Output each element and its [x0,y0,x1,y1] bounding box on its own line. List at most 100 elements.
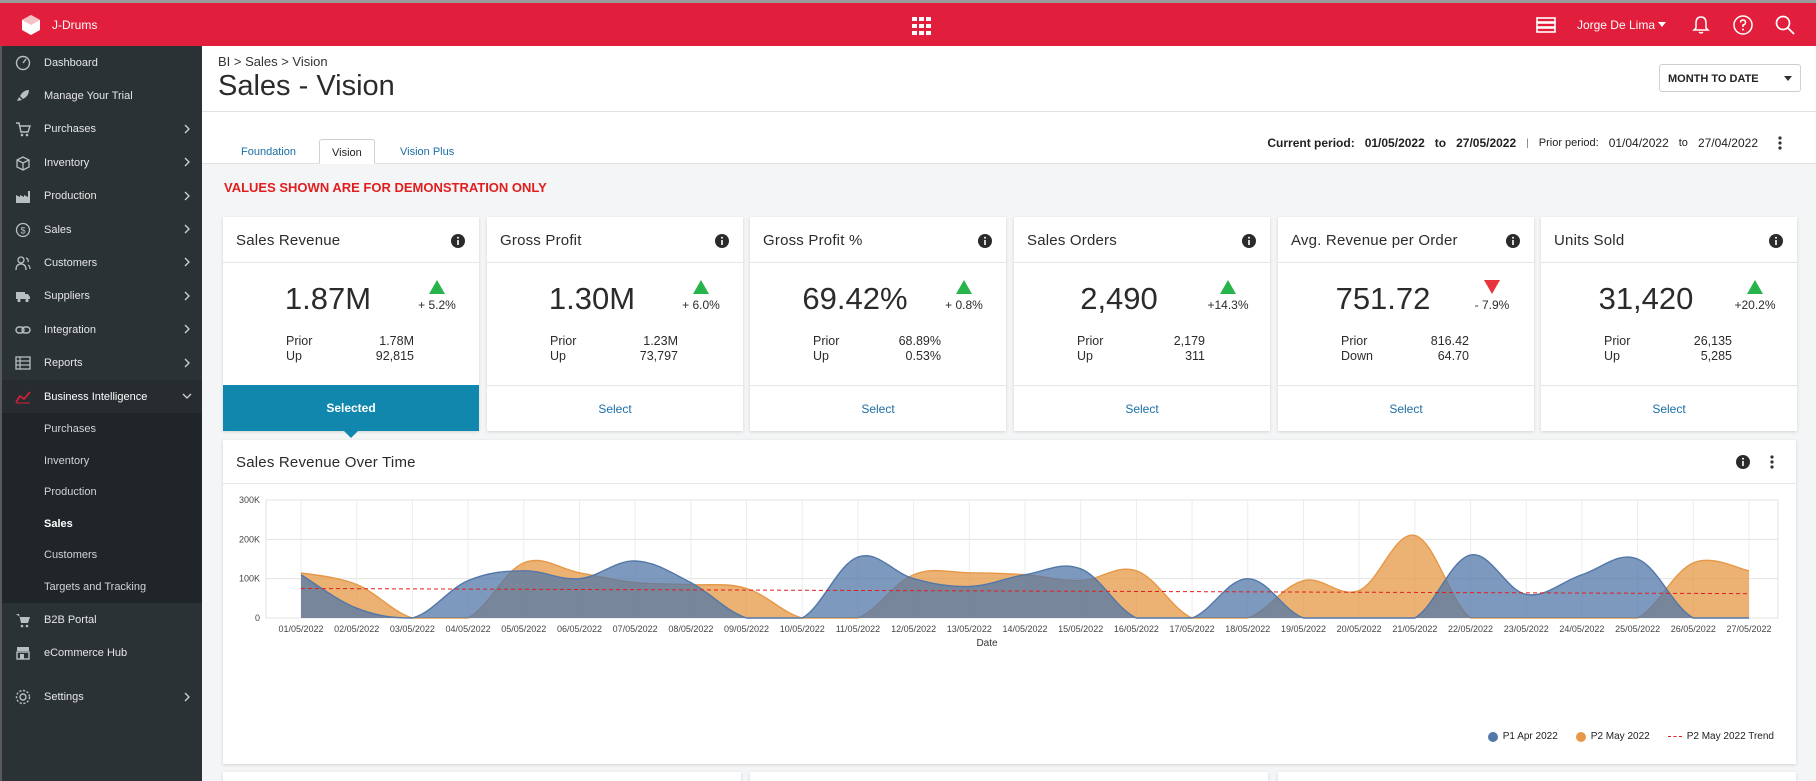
x-tick-label: 22/05/2022 [1448,624,1493,634]
kpi-trend: +14.3% [1198,279,1258,312]
delta-label: Up [286,349,302,363]
logo-icon [22,14,40,35]
kpi-select-button[interactable]: Select [1278,385,1534,431]
area-chart: 0 100K 200K 300K 01/05/2022 02/05/2022 03/05/2… [239,495,1779,649]
legend-item-p2[interactable]: P2 May 2022 [1575,731,1650,742]
dollar-icon: $ [14,221,32,239]
x-tick-label: 02/05/2022 [334,624,379,634]
sidebar-item-settings[interactable]: Settings [2,681,202,714]
delta-value: 0.53% [905,349,941,363]
sidebar-item-label: Business Intelligence [44,390,148,403]
sidebar-item-customers[interactable]: Customers [2,246,202,279]
kpi-select-button[interactable]: Select [1014,385,1270,431]
kpi-select-button[interactable]: Select [750,385,1006,431]
kpi-header: Sales Revenue [223,217,479,263]
bi-subitem-targets-and-tracking[interactable]: Targets and Tracking [44,581,147,594]
kpi-value: 31,420 [1598,281,1694,316]
info-icon[interactable] [1242,234,1256,248]
sidebar-item-suppliers[interactable]: Suppliers [2,280,202,313]
server-icon[interactable] [1535,14,1557,36]
x-tick-label: 04/05/2022 [446,624,491,634]
kpi-change: + 5.2% [418,298,456,312]
svg-text:$: $ [20,225,25,235]
prior-value: 68.89% [898,334,941,348]
prior-label: Prior [1604,334,1631,348]
prior-period-to-label: to [1678,137,1688,149]
info-icon[interactable] [978,234,992,248]
user-menu[interactable]: Jorge De Lima [1577,18,1666,32]
sidebar-item-manage-your-trial[interactable]: Manage Your Trial [2,79,202,112]
y-tick-label: 0 [255,613,260,623]
bi-subitem-sales[interactable]: Sales [44,517,73,530]
kpi-comparison: Prior 1.78M Up 92,815 [286,334,414,364]
kpi-select-button[interactable]: Select [1541,385,1797,431]
chevron-down-icon [182,393,192,399]
sidebar-item-dashboard[interactable]: Dashboard [2,46,202,79]
kpi-header: Gross Profit % [750,217,1006,263]
info-icon[interactable] [1736,455,1750,469]
series-area-p1-apr-2022[interactable] [301,554,1749,618]
customers-icon [14,254,32,272]
bi-subitem-inventory[interactable]: Inventory [44,454,90,467]
legend-label: P1 Apr 2022 [1502,731,1558,742]
kpi-header: Avg. Revenue per Order [1278,217,1534,263]
help-icon[interactable] [1732,14,1754,36]
sidebar-item-sales[interactable]: $ Sales [2,213,202,246]
info-icon[interactable] [451,234,465,248]
tab-vision-plus[interactable]: Vision Plus [400,146,455,158]
cart-icon [14,120,32,138]
bi-subitem-customers[interactable]: Customers [44,549,98,562]
sidebar-item-ecommerce-hub[interactable]: eCommerce Hub [2,636,202,669]
legend-item-p1[interactable]: P1 Apr 2022 [1487,731,1558,742]
kpi-change: +14.3% [1207,298,1249,312]
more-options-icon[interactable] [1778,136,1782,150]
x-tick-label: 27/05/2022 [1726,624,1771,634]
kpi-value: 2,490 [1080,281,1158,316]
rocket-icon [14,87,32,105]
bi-subitem-production[interactable]: Production [44,486,97,499]
sidebar-item-production[interactable]: Production [2,180,202,213]
chart-more-options-icon[interactable] [1770,455,1774,469]
legend-item-trend[interactable]: P2 May 2022 Trend [1667,731,1774,742]
sidebar-item-inventory[interactable]: Inventory [2,146,202,179]
legend-swatch [1487,731,1498,742]
apps-grid-icon[interactable] [912,17,932,35]
kpi-change: - 7.9% [1474,298,1510,312]
kpi-card: Units Sold 31,420 +20.2% Prior 26,135 Up 5,285… [1541,217,1797,431]
bell-icon[interactable] [1690,14,1712,36]
series-line-p2-may-2022-trend[interactable] [300,588,1750,595]
brand[interactable]: J-Drums [20,14,97,36]
prior-period-label: Prior period: [1538,137,1599,149]
info-icon[interactable] [715,234,729,248]
next-panel [223,772,741,781]
info-icon[interactable] [1506,234,1520,248]
breadcrumb[interactable]: BI > Sales > Vision [218,54,328,69]
sidebar-item-reports[interactable]: Reports [2,347,202,380]
search-icon[interactable] [1774,14,1796,36]
tab-foundation[interactable]: Foundation [241,146,297,158]
sidebar-item-label: Sales [44,223,72,236]
sidebar-item-b2b-portal[interactable]: B2B Portal [2,603,202,636]
x-tick-label: 11/05/2022 [836,624,880,634]
prior-value: 2,179 [1173,334,1205,348]
sidebar-item-business-intelligence[interactable]: Business Intelligence [2,379,202,414]
chevron-right-icon [184,692,190,702]
period-range-select[interactable]: MONTH TO DATE [1659,64,1801,92]
delta-label: Up [1077,349,1093,363]
sidebar-item-label: Suppliers [44,290,90,303]
kpi-change: + 0.8% [945,298,983,312]
sidebar-item-purchases[interactable]: Purchases [2,113,202,146]
x-tick-label: 14/05/2022 [1002,624,1047,634]
x-tick-label: 23/05/2022 [1504,624,1549,634]
prior-value: 816.42 [1430,334,1469,348]
prior-period-to: 27/04/2022 [1697,136,1758,150]
store-icon [14,644,32,662]
info-icon[interactable] [1769,234,1783,248]
kpi-select-button[interactable]: Selected [223,385,479,438]
bi-subitem-purchases[interactable]: Purchases [44,423,96,436]
kpi-value: 69.42% [802,281,908,316]
sidebar-item-integration[interactable]: Integration [2,313,202,346]
kpi-select-button[interactable]: Select [487,385,743,431]
tab-vision[interactable]: Vision [319,139,375,164]
period-summary: Current period: 01/05/2022 to 27/05/2022… [1267,136,1758,150]
